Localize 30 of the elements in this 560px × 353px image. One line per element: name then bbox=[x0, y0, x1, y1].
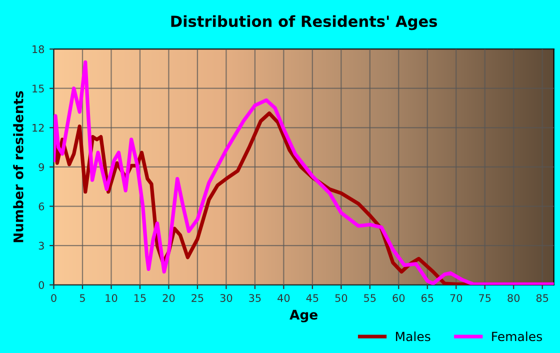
x-axis-title: Age bbox=[290, 310, 318, 322]
x-tick-label: 85 bbox=[536, 294, 548, 302]
x-tick-label: 45 bbox=[306, 294, 318, 302]
legend-label: Males bbox=[396, 331, 430, 342]
y-tick-label: 9 bbox=[38, 163, 44, 172]
y-axis-title: Number of residents bbox=[13, 91, 24, 242]
x-tick-label: 5 bbox=[80, 294, 85, 302]
x-tick-label: 20 bbox=[162, 294, 175, 302]
x-tick-label: 10 bbox=[106, 294, 118, 302]
x-tick-label: 75 bbox=[479, 294, 491, 302]
x-tick-label: 55 bbox=[364, 294, 376, 302]
x-tick-label: 35 bbox=[249, 294, 261, 302]
legend-label: Females bbox=[492, 331, 542, 342]
x-tick-label: 60 bbox=[392, 294, 405, 302]
x-tick-label: 80 bbox=[508, 294, 520, 302]
y-tick-label: 18 bbox=[32, 45, 44, 54]
y-tick-label: 6 bbox=[38, 202, 44, 210]
y-tick-label: 15 bbox=[32, 84, 44, 92]
x-tick-label: 30 bbox=[220, 294, 232, 302]
x-tick-label: 50 bbox=[335, 294, 348, 302]
x-tick-label: 70 bbox=[450, 294, 462, 302]
y-tick-label: 12 bbox=[32, 124, 44, 132]
x-tick-label: 40 bbox=[278, 294, 290, 302]
x-tick-label: 15 bbox=[134, 294, 146, 302]
y-tick-label: 0 bbox=[38, 281, 44, 289]
x-tick-label: 25 bbox=[192, 294, 204, 302]
x-tick-label: 65 bbox=[421, 294, 434, 302]
x-tick-label: 0 bbox=[51, 294, 56, 302]
chart-title: Distribution of Residents' Ages bbox=[171, 15, 437, 30]
y-tick-label: 3 bbox=[38, 242, 44, 250]
